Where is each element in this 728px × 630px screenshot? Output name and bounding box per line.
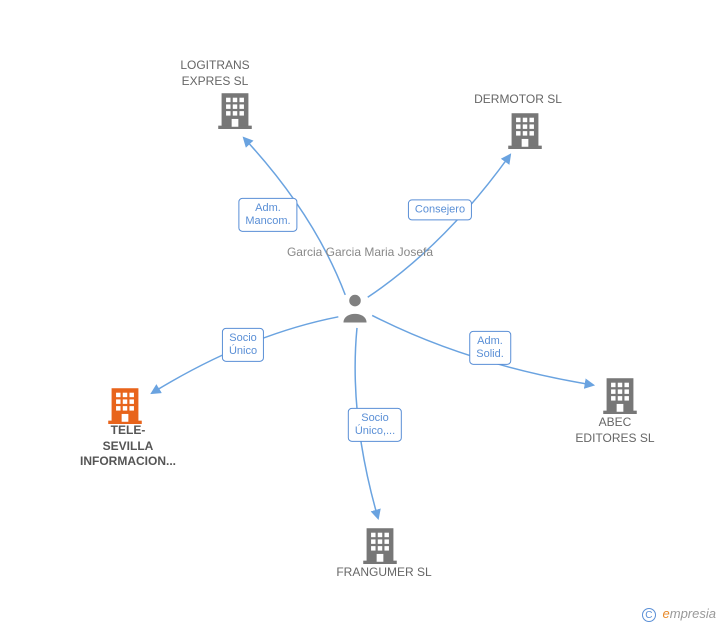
edge-label: Socio Único — [222, 328, 264, 362]
copyright-icon: C — [642, 608, 656, 622]
company-node-frangumer[interactable] — [363, 526, 397, 564]
edge-label: Adm. Solid. — [469, 331, 511, 365]
footer-credit: C empresia — [642, 606, 716, 622]
company-label: TELE- SEVILLA INFORMACION... — [80, 423, 176, 470]
company-node-dermotor[interactable] — [508, 111, 542, 149]
company-label: ABEC EDITORES SL — [575, 415, 654, 446]
brand-label: empresia — [663, 606, 716, 621]
edge-line — [368, 155, 510, 297]
edge-label: Socio Único,... — [348, 408, 402, 442]
company-node-telesevilla[interactable] — [108, 386, 142, 424]
company-label: DERMOTOR SL — [474, 92, 562, 108]
company-label: LOGITRANS EXPRES SL — [180, 58, 249, 89]
company-node-logitrans[interactable] — [218, 91, 252, 129]
edge-label: Consejero — [408, 199, 472, 220]
company-node-abec[interactable] — [603, 376, 637, 414]
edge-label: Adm. Mancom. — [238, 198, 297, 232]
person-icon — [341, 293, 369, 328]
center-label: Garcia Garcia Maria Josefa — [287, 245, 433, 261]
company-label: FRANGUMER SL — [336, 565, 431, 581]
